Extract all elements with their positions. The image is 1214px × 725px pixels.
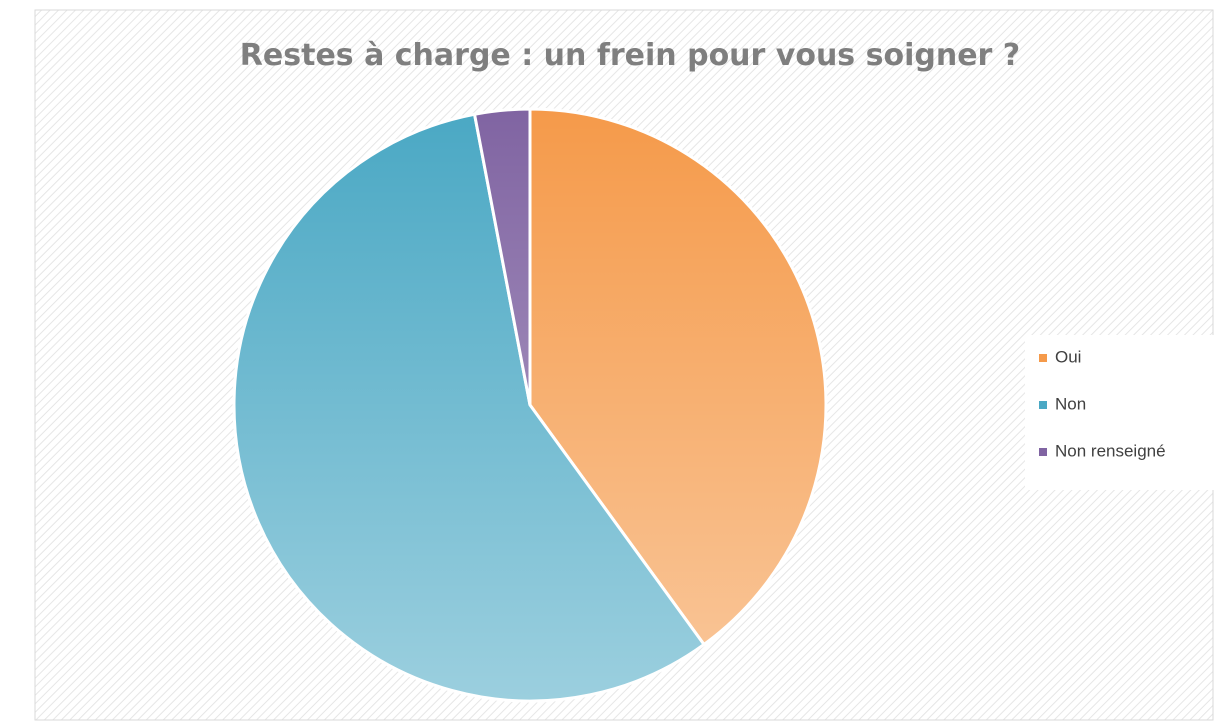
slice-group bbox=[232, 112, 707, 703]
legend-box bbox=[1025, 335, 1214, 490]
legend-label: Oui bbox=[1055, 347, 1081, 366]
legend-swatch bbox=[1039, 401, 1047, 409]
slice-group bbox=[528, 107, 828, 647]
slice-group bbox=[472, 107, 532, 406]
slice-shade bbox=[232, 112, 707, 703]
legend-label: Non bbox=[1055, 394, 1086, 413]
legend-swatch bbox=[1039, 448, 1047, 456]
legend-label: Non renseigné bbox=[1055, 441, 1166, 460]
slice-shade bbox=[528, 107, 828, 647]
chart-title: Restes à charge : un frein pour vous soi… bbox=[240, 38, 1020, 73]
legend-swatch bbox=[1039, 354, 1047, 362]
slice-shade bbox=[472, 107, 532, 406]
